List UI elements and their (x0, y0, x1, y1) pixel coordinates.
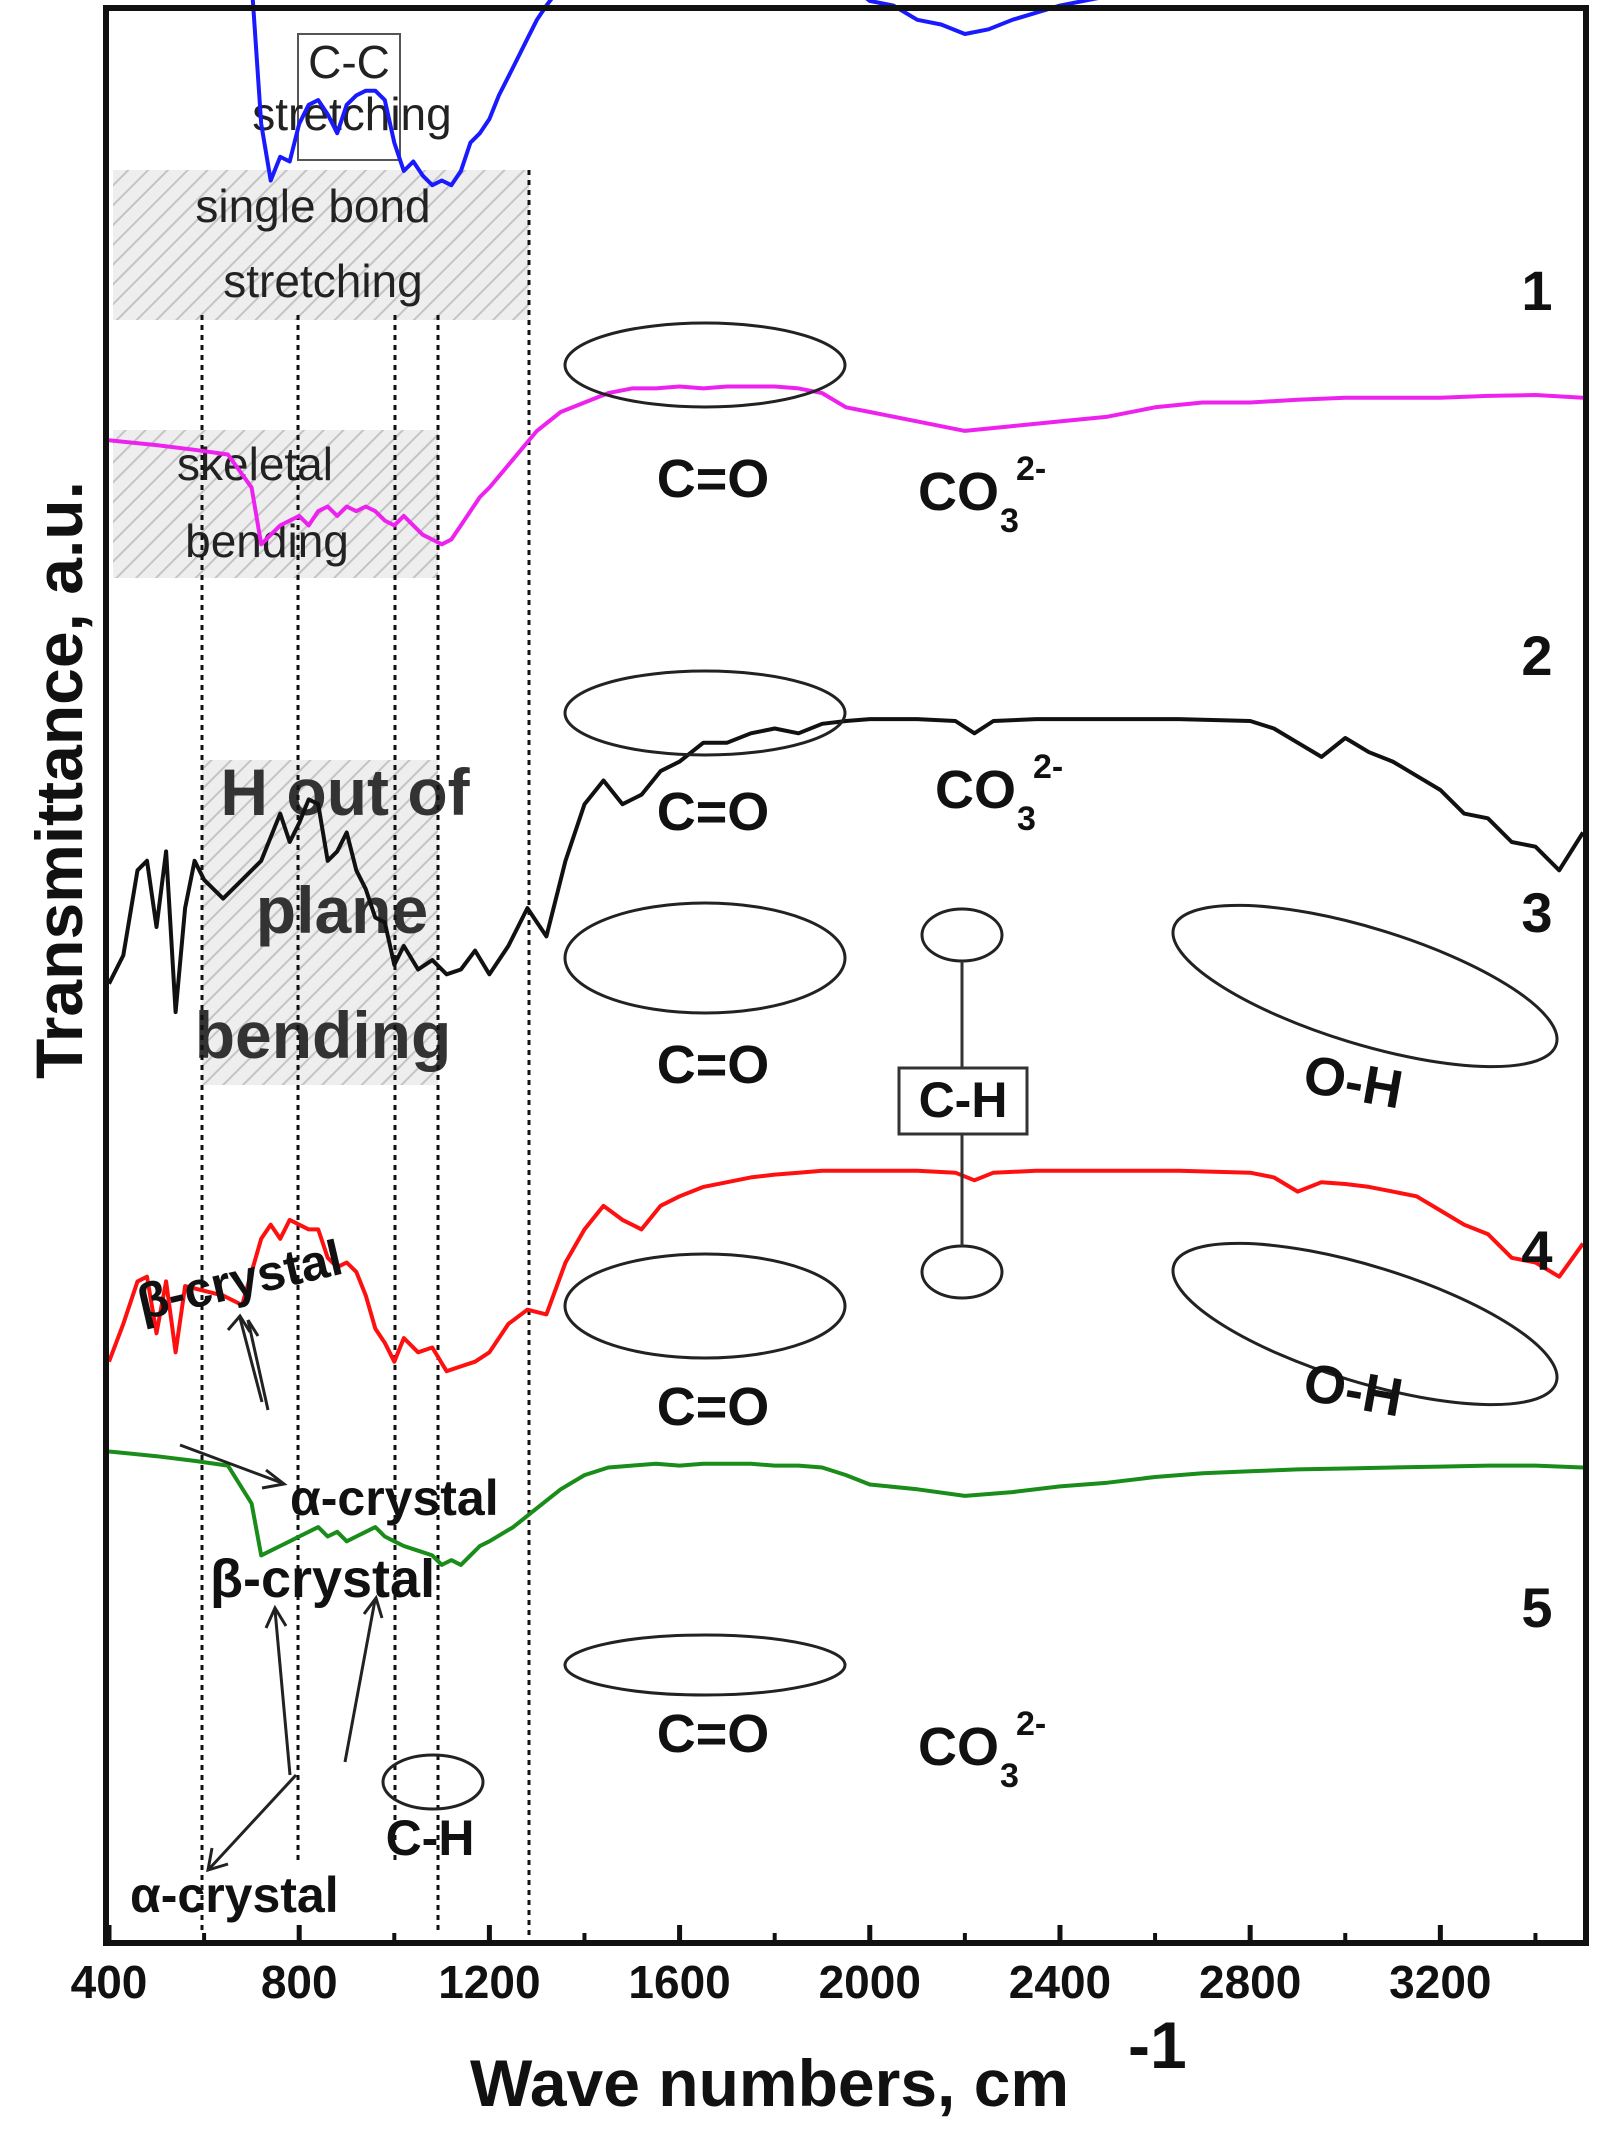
series-line-5 (108, 1449, 1584, 1567)
group-labels: C=O C=O C=O C=O C=O CO 3 2- CO 3 2- CO 3… (386, 449, 1408, 1866)
ch-label-5: C-H (386, 1810, 475, 1866)
ellipse-ch-4 (920, 1244, 1004, 1300)
plot-frame (103, 5, 1589, 1946)
x-tick-label-2400: 2400 (1009, 1956, 1111, 2008)
arrow-beta-4a (238, 1317, 264, 1403)
co3-text-2: CO (935, 760, 1016, 820)
y-axis-title: Transmittance, a.u. (22, 481, 96, 1079)
arrow-beta-5a (273, 1609, 292, 1776)
arrow-beta-5b (343, 1599, 377, 1763)
co3-text-1: CO (918, 462, 999, 522)
co-label-4: C=O (657, 1377, 770, 1437)
x-axis-title-text: Wave numbers, cm (470, 2046, 1069, 2120)
ch-box-label: C-H (919, 1072, 1008, 1128)
ellipse-co-2 (563, 669, 847, 757)
x-axis-title: Wave numbers, cm -1 (470, 2008, 1187, 2120)
arrowhead-alpha-5 (206, 1847, 229, 1873)
co-label-2: C=O (657, 782, 770, 842)
x-tick-label-1200: 1200 (438, 1956, 540, 2008)
series-line-3 (107, 717, 1585, 1015)
region-skeletal-bending (113, 430, 438, 578)
oh-label-4: O-H (1299, 1352, 1407, 1428)
co3-sup-1: 2- (1016, 450, 1046, 488)
x-tick-label-800: 800 (261, 1956, 338, 2008)
co3-text-5: CO (918, 1717, 999, 1777)
ellipse-ch-5 (381, 1753, 485, 1811)
curve-numbers: 1 2 3 4 5 (1521, 259, 1552, 1639)
series-line-4 (107, 1168, 1585, 1374)
beta-label-5: β-crystal (210, 1549, 435, 1609)
co-label-5: C=O (657, 1704, 770, 1764)
co3-sup-5: 2- (1016, 1705, 1046, 1743)
co-label-1: C=O (657, 449, 770, 509)
curve-number-3: 3 (1521, 881, 1552, 944)
arrow-alpha-4 (179, 1443, 283, 1485)
single-bond-label-1: single bond (195, 180, 430, 232)
arrow-alpha-5 (208, 1773, 298, 1870)
ellipse-co-4 (563, 1252, 847, 1360)
hout-label-3: bending (195, 998, 452, 1072)
ellipse-oh-3 (1171, 903, 1559, 1069)
alpha-label-5: α-crystal (130, 1867, 339, 1923)
co3-sub-5: 3 (1000, 1757, 1019, 1795)
alpha-label-4: α-crystal (290, 1470, 499, 1526)
arrowhead-beta-5b (362, 1594, 384, 1619)
band-ellipses (381, 321, 1559, 1811)
region-single-bond-stretching (113, 170, 529, 320)
ellipse-co-1 (563, 321, 847, 409)
x-tick-label-3200: 3200 (1389, 1956, 1491, 2008)
x-tick-label-2000: 2000 (819, 1956, 921, 2008)
x-tick-label-400: 400 (71, 1956, 148, 2008)
ch-box (897, 1066, 1029, 1136)
hout-label-1: H out of (220, 755, 470, 829)
co3-label-5: CO 3 2- (918, 1705, 1046, 1795)
series-layer (107, 0, 1585, 1567)
guide-lines (200, 170, 531, 1935)
curve-number-1: 1 (1521, 259, 1552, 322)
curve-number-4: 4 (1521, 1219, 1552, 1282)
ch-connector: C-H (897, 961, 1029, 1246)
ellipse-co-5 (563, 1633, 847, 1697)
arrowhead-alpha-4 (261, 1468, 288, 1490)
cc-label-2: stretching (252, 88, 451, 140)
arrowhead-beta-5a (264, 1604, 288, 1629)
annotation-regions (113, 33, 529, 1085)
ellipse-co-3 (563, 901, 847, 1015)
cc-label-1: C-C (308, 36, 390, 88)
co3-sub-2: 3 (1017, 800, 1036, 838)
curve-number-5: 5 (1521, 1576, 1552, 1639)
co3-label-1: CO 3 2- (918, 450, 1046, 540)
co3-sup-2: 2- (1033, 748, 1063, 786)
arrow-beta-4b (246, 1319, 270, 1411)
hout-label-2: plane (256, 873, 428, 947)
region-labels: C-C stretching single bond stretching sk… (177, 36, 471, 1072)
x-axis: 400 800 1200 1600 2000 2400 2800 3200 (71, 1925, 1538, 2008)
co3-label-2: CO 3 2- (935, 748, 1063, 838)
single-bond-label-2: stretching (223, 255, 422, 307)
co-label-3: C=O (657, 1035, 770, 1095)
x-tick-label-1600: 1600 (628, 1956, 730, 2008)
x-axis-title-sup: -1 (1128, 2008, 1187, 2082)
x-tick-label-2800: 2800 (1199, 1956, 1301, 2008)
ellipse-oh-4 (1171, 1241, 1559, 1407)
series-line-2 (108, 384, 1584, 547)
arrowhead-beta-4b (246, 1319, 260, 1337)
ellipse-ch-3 (920, 907, 1004, 963)
co3-sub-1: 3 (1000, 502, 1019, 540)
oh-label-3: O-H (1299, 1044, 1407, 1120)
curve-number-2: 2 (1521, 624, 1552, 687)
skeletal-label-1: skeletal (177, 438, 333, 490)
arrowhead-beta-4a (226, 1313, 252, 1333)
